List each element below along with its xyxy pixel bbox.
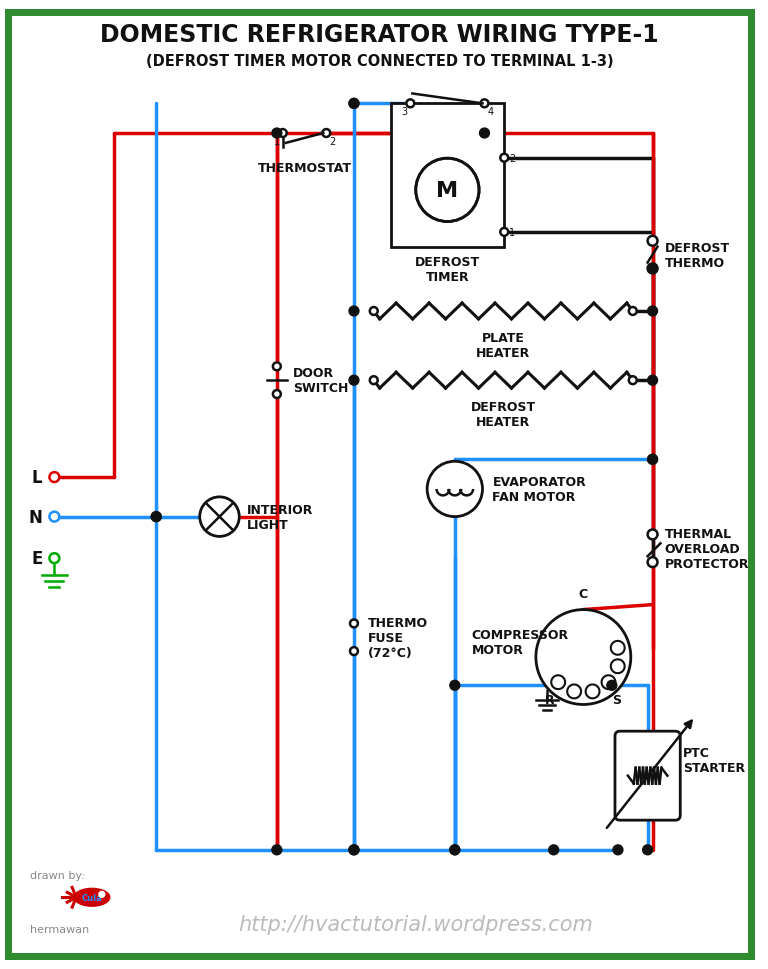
Circle shape [647,265,657,274]
Circle shape [481,100,488,109]
Circle shape [647,454,657,465]
Text: C: C [579,587,588,600]
Text: drawn by:: drawn by: [30,869,84,880]
Circle shape [349,376,359,386]
Circle shape [450,845,460,855]
Text: THERMAL
OVERLOAD
PROTECTOR: THERMAL OVERLOAD PROTECTOR [664,527,749,570]
Text: M: M [436,180,458,201]
Text: PLATE
HEATER: PLATE HEATER [476,331,531,359]
Text: INTERIOR
LIGHT: INTERIOR LIGHT [247,503,313,531]
Text: 1: 1 [509,228,515,237]
Text: E: E [31,549,42,568]
Circle shape [629,308,637,316]
Circle shape [647,454,657,465]
Circle shape [99,891,104,897]
Circle shape [151,513,161,522]
Circle shape [349,99,359,109]
Circle shape [647,265,657,274]
Circle shape [279,130,286,138]
Circle shape [536,610,631,704]
Circle shape [369,377,378,385]
Circle shape [607,680,617,691]
Text: 2: 2 [329,137,336,147]
Circle shape [450,845,460,855]
Circle shape [643,845,653,855]
Circle shape [500,229,508,236]
Circle shape [200,497,240,537]
Circle shape [427,462,482,517]
Circle shape [406,100,414,109]
Circle shape [500,155,508,163]
Text: 2: 2 [509,153,515,164]
Circle shape [49,473,59,483]
Circle shape [349,845,359,855]
Circle shape [349,99,359,109]
Text: 1: 1 [273,137,280,147]
Text: 4: 4 [488,108,494,117]
Circle shape [647,557,657,568]
Circle shape [450,680,460,691]
Circle shape [613,845,623,855]
Circle shape [272,129,282,139]
Text: hermawan: hermawan [30,924,89,934]
Text: DEFROST
THERMO: DEFROST THERMO [664,241,730,269]
Text: PTC
STARTER: PTC STARTER [684,746,745,774]
Text: THERMO
FUSE
(72°C): THERMO FUSE (72°C) [368,616,428,659]
Circle shape [647,236,657,246]
Text: S: S [612,694,621,706]
Circle shape [629,377,637,385]
Circle shape [151,513,161,522]
Circle shape [349,307,359,317]
Circle shape [350,647,358,655]
FancyBboxPatch shape [391,105,505,247]
Circle shape [369,308,378,316]
Circle shape [273,391,281,398]
Text: N: N [28,508,42,526]
Circle shape [479,129,489,139]
Circle shape [272,845,282,855]
Circle shape [323,130,330,138]
Circle shape [350,620,358,628]
Circle shape [273,363,281,371]
Circle shape [49,553,59,564]
Text: DOMESTIC REFRIGERATOR WIRING TYPE-1: DOMESTIC REFRIGERATOR WIRING TYPE-1 [101,23,659,47]
Circle shape [49,513,59,522]
Text: (DEFROST TIMER MOTOR CONNECTED TO TERMINAL 1-3): (DEFROST TIMER MOTOR CONNECTED TO TERMIN… [146,54,614,69]
Text: L: L [32,469,42,486]
Text: DEFROST
HEATER: DEFROST HEATER [471,400,536,428]
Circle shape [415,159,479,222]
Circle shape [349,845,359,855]
Text: EVAPORATOR
FAN MOTOR: EVAPORATOR FAN MOTOR [492,476,586,504]
Circle shape [549,845,558,855]
Circle shape [647,376,657,386]
Ellipse shape [74,889,110,906]
Text: COMPRESSOR
MOTOR: COMPRESSOR MOTOR [472,629,569,657]
FancyBboxPatch shape [615,732,680,821]
Circle shape [647,530,657,540]
Text: 3: 3 [401,108,407,117]
Text: R: R [545,694,555,706]
Text: DEFROST
TIMER: DEFROST TIMER [415,256,480,283]
Text: DOOR
SWITCH: DOOR SWITCH [293,367,348,394]
Text: Cula: Cula [81,892,102,902]
Text: http://hvactutorial.wordpress.com: http://hvactutorial.wordpress.com [238,914,593,934]
Circle shape [647,307,657,317]
Text: THERMOSTAT: THERMOSTAT [257,162,352,174]
